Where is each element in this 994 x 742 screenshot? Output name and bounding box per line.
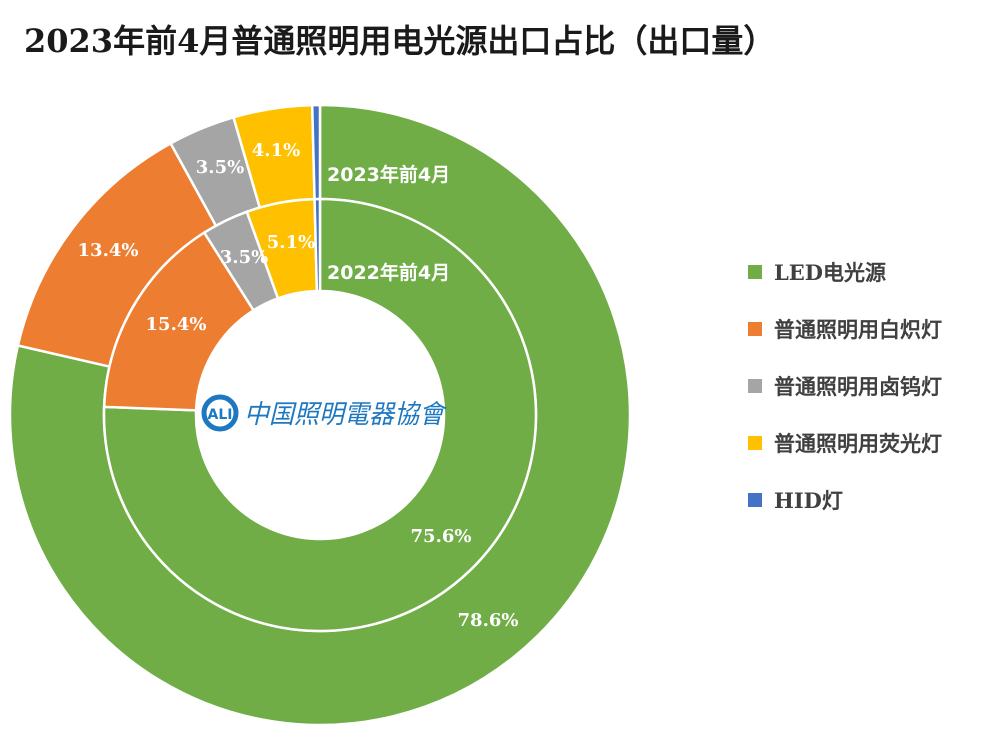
legend-label: 普通照明用荧光灯	[774, 430, 942, 456]
series-name-inner: 2022年前4月	[327, 261, 450, 284]
inner-ring-slice-0	[102, 197, 538, 633]
series-name-outer: 2023年前4月	[327, 163, 450, 186]
legend-swatch	[748, 378, 762, 393]
legend-item: 普通照明用卤钨灯	[748, 357, 942, 414]
legend-item: 普通照明用白炽灯	[748, 300, 942, 357]
legend-label: 普通照明用卤钨灯	[774, 373, 942, 399]
legend-item: LED电光源	[748, 243, 942, 300]
legend: LED电光源普通照明用白炽灯 普通照明用卤钨灯 普通照明用荧光灯 HID灯	[748, 243, 942, 528]
inner-ring-data-label-1: 15.4%	[146, 314, 207, 335]
legend-swatch	[748, 492, 762, 507]
legend-label: 普通照明用白炽灯	[774, 316, 942, 342]
legend-item: 普通照明用荧光灯	[748, 414, 942, 471]
logo-mark: ALI	[208, 407, 233, 423]
legend-swatch	[748, 264, 762, 279]
outer-ring-data-label-1: 13.4%	[78, 240, 139, 261]
logo-text: 中国照明電器協會	[244, 400, 448, 430]
legend-label: HID灯	[774, 487, 843, 513]
series-name-labels: 2023年前4月 2022年前4月	[327, 163, 450, 284]
logo: ALI 中国照明電器協會	[201, 394, 448, 432]
legend-swatch	[748, 435, 762, 450]
outer-ring-data-label-2: 3.5%	[196, 157, 244, 178]
outer-ring-slice-4	[310, 103, 322, 201]
legend-item: HID灯	[748, 471, 942, 528]
legend-label: LED电光源	[774, 259, 886, 285]
outer-ring-data-label-0: 78.6%	[458, 610, 519, 631]
chart-slices	[8, 103, 632, 727]
inner-ring-data-label-0: 75.6%	[411, 526, 472, 547]
chart-labels: 78.6%13.4%3.5%4.1%75.6%15.4%3.5%5.1%	[78, 140, 519, 631]
inner-ring-slice-4	[313, 197, 322, 293]
inner-ring-data-label-2: 3.5%	[220, 247, 268, 268]
logo-ring-icon	[201, 394, 239, 432]
chart-title: 2023年前4月普通照明用电光源出口占比（出口量）	[24, 22, 776, 60]
outer-ring-data-label-3: 4.1%	[252, 140, 300, 161]
legend-swatch	[748, 321, 762, 336]
inner-ring-data-label-3: 5.1%	[267, 232, 315, 253]
inner-ring-slice-1	[102, 230, 256, 412]
